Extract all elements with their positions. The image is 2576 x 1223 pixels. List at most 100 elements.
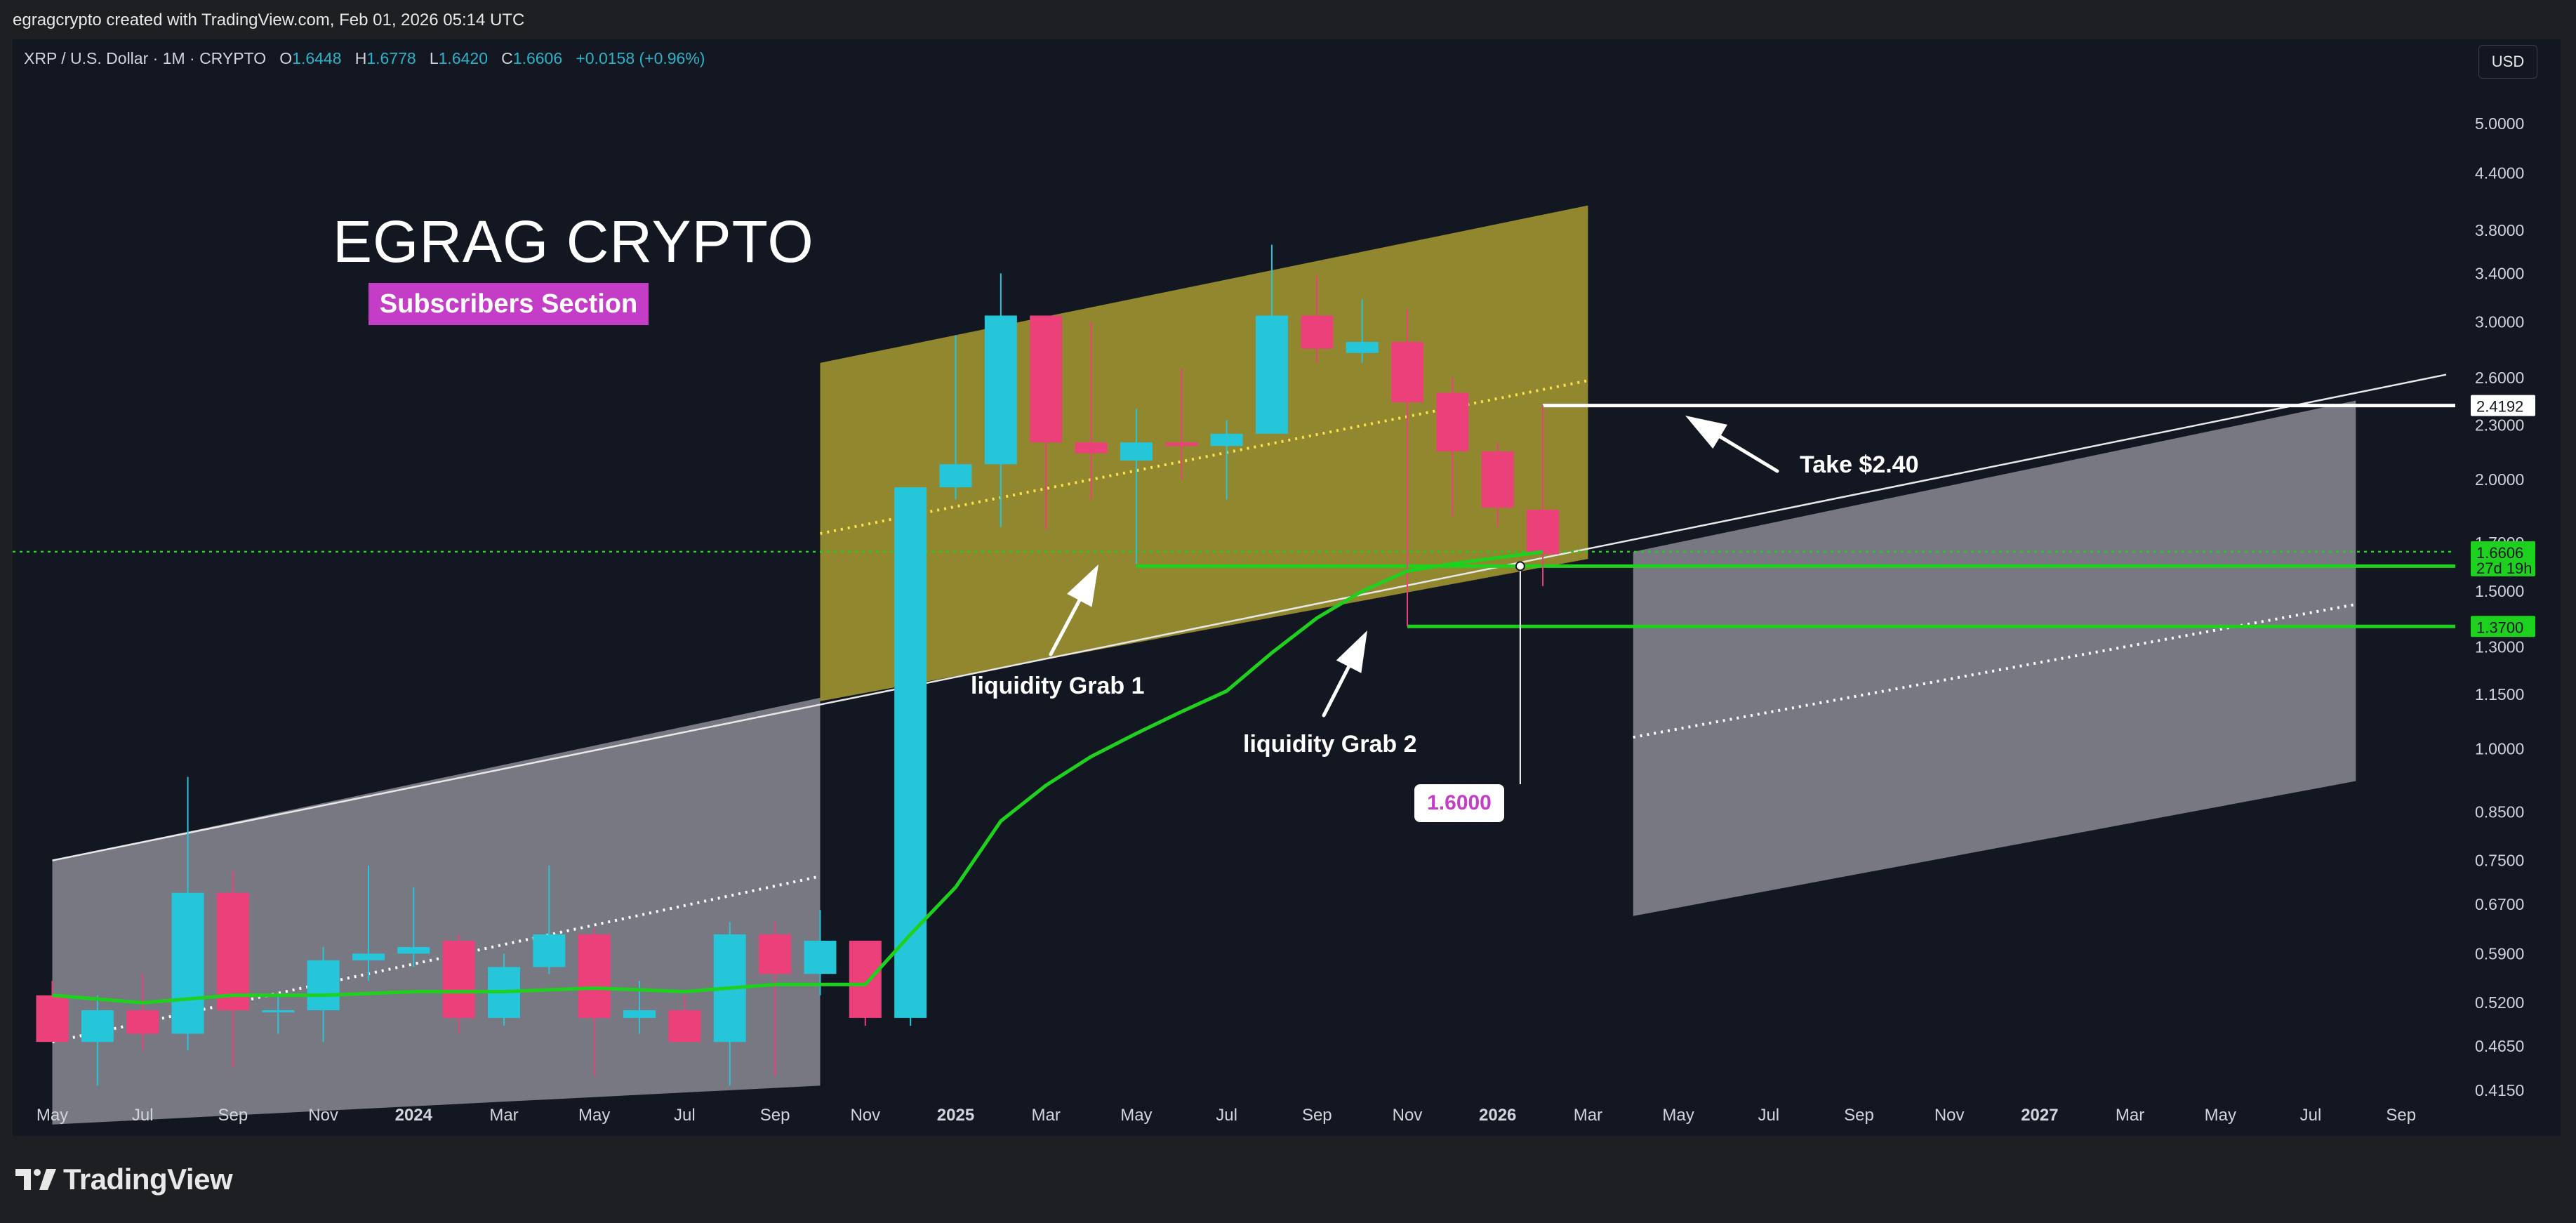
candle-body bbox=[1075, 442, 1108, 454]
time-axis-label: Sep bbox=[2386, 1106, 2416, 1125]
price-axis-label: 1.0000 bbox=[2475, 739, 2524, 758]
time-axis-label: Jul bbox=[2300, 1106, 2322, 1125]
time-axis-label: Jul bbox=[1216, 1106, 1237, 1125]
candle-body bbox=[1301, 315, 1334, 349]
time-axis-label: Nov bbox=[1934, 1106, 1965, 1125]
time-axis-label: Sep bbox=[760, 1106, 790, 1125]
time-axis-label: May bbox=[578, 1106, 610, 1125]
marker-value-label: 1.6000 bbox=[1414, 784, 1504, 822]
high-value: 1.6778 bbox=[366, 49, 416, 67]
moving-average-line bbox=[52, 550, 1543, 1005]
time-axis-label: Mar bbox=[1032, 1106, 1061, 1125]
close-value: 1.6606 bbox=[512, 49, 563, 67]
candle-body bbox=[1255, 315, 1288, 434]
grab-1-arrow-shaft bbox=[1049, 598, 1082, 656]
price-axis-label: 0.5900 bbox=[2475, 944, 2524, 963]
price-axis-label: 4.4000 bbox=[2475, 164, 2524, 183]
current-price-tag-text: 27d 19h bbox=[2476, 560, 2532, 577]
grab-2-arrow-shaft bbox=[1322, 665, 1351, 718]
grab-2-tag-bg bbox=[2471, 616, 2535, 637]
candle-body bbox=[1030, 315, 1063, 443]
change-value: +0.0158 (+0.96%) bbox=[576, 49, 705, 67]
open-label: O bbox=[279, 49, 293, 67]
subscribers-badge: Subscribers Section bbox=[369, 283, 649, 325]
symbol-legend: XRP / U.S. Dollar · 1M · CRYPTO O1.6448 … bbox=[24, 49, 705, 68]
candle-body bbox=[804, 940, 837, 974]
candle-body bbox=[36, 995, 69, 1043]
time-axis-label: Nov bbox=[308, 1106, 338, 1125]
time-axis-label: May bbox=[2205, 1106, 2236, 1125]
time-axis-label: Jul bbox=[132, 1106, 154, 1125]
candle-body bbox=[939, 464, 972, 488]
time-axis-label: Sep bbox=[1302, 1106, 1332, 1125]
time-axis-label: Mar bbox=[2116, 1106, 2144, 1125]
tradingview-logo[interactable]: TradingView bbox=[15, 1163, 233, 1196]
price-axis-label: 0.5200 bbox=[2475, 993, 2524, 1012]
price-axis-label: 1.3000 bbox=[2475, 637, 2524, 656]
price-axis-label: 0.8500 bbox=[2475, 802, 2524, 821]
future-projection-band bbox=[1633, 400, 2356, 916]
grab-2-arrow-head bbox=[1336, 630, 1367, 673]
symbol-name: XRP / U.S. Dollar · 1M · CRYPTO bbox=[24, 49, 267, 67]
open-value: 1.6448 bbox=[292, 49, 342, 67]
price-axis-label: 2.0000 bbox=[2475, 470, 2524, 489]
time-axis-label: May bbox=[36, 1106, 68, 1125]
upper-trendline bbox=[52, 373, 2447, 861]
tradingview-logo-text: TradingView bbox=[63, 1163, 233, 1196]
candle-body bbox=[759, 934, 792, 974]
candle-body bbox=[1481, 451, 1514, 508]
liquidity-grab-2-label: liquidity Grab 2 bbox=[1243, 731, 1417, 758]
chart-area[interactable]: 5.0000 4.4000 3.8000 3.4000 3.0000 2.6000 2.30… bbox=[13, 39, 2561, 1136]
time-axis-label: Nov bbox=[1393, 1106, 1423, 1125]
overlay-title: EGRAG CRYPTO bbox=[333, 209, 814, 275]
low-label: L bbox=[429, 49, 439, 67]
price-axis-label: 0.4650 bbox=[2475, 1037, 2524, 1055]
candle-body bbox=[216, 892, 249, 1010]
candle-body bbox=[397, 947, 430, 954]
liquidity-grab-1-label: liquidity Grab 1 bbox=[971, 673, 1145, 699]
time-axis-label: Sep bbox=[1844, 1106, 1874, 1125]
take-profit-tag-text: 2.4192 bbox=[2476, 398, 2523, 416]
candle-body bbox=[171, 892, 204, 1034]
price-axis-label: 5.0000 bbox=[2475, 114, 2524, 133]
low-value: 1.6420 bbox=[438, 49, 488, 67]
candle-body bbox=[578, 934, 611, 1018]
candle-body bbox=[81, 1010, 114, 1043]
candle-body bbox=[1527, 510, 1560, 555]
price-axis-label: 0.6700 bbox=[2475, 895, 2524, 913]
time-axis-label: May bbox=[1120, 1106, 1152, 1125]
candle-body bbox=[1165, 442, 1198, 447]
candle-body bbox=[668, 1010, 701, 1043]
take-profit-arrow-head bbox=[1685, 416, 1727, 449]
marker-point bbox=[1515, 561, 1525, 571]
time-axis-label: 2024 bbox=[395, 1106, 433, 1125]
candle-body bbox=[352, 953, 385, 960]
attribution-bar: egragcrypto created with TradingView.com… bbox=[0, 0, 2576, 39]
candle-body bbox=[442, 940, 475, 1018]
take-profit-tag-bg bbox=[2471, 395, 2535, 416]
current-price-tag-text: 1.6606 bbox=[2476, 544, 2523, 562]
current-price-tag-bg bbox=[2471, 541, 2535, 576]
price-axis-label: 2.3000 bbox=[2475, 416, 2524, 435]
candle-body bbox=[262, 1010, 295, 1012]
time-axis-label: 2025 bbox=[937, 1106, 974, 1125]
past-projection-band-midline bbox=[52, 875, 821, 1044]
candle-body bbox=[894, 487, 927, 1018]
candle-body bbox=[623, 1010, 656, 1018]
candle-body bbox=[1346, 341, 1379, 353]
candle-body bbox=[126, 1010, 159, 1034]
candle-body bbox=[307, 960, 340, 1010]
candle-body bbox=[1436, 392, 1469, 451]
price-axis-label: 2.6000 bbox=[2475, 369, 2524, 387]
candle-body bbox=[1120, 442, 1153, 461]
price-axis-label: 0.4150 bbox=[2475, 1081, 2524, 1099]
candle-body bbox=[1391, 341, 1423, 402]
price-chart[interactable]: 5.0000 4.4000 3.8000 3.4000 3.0000 2.6000 2.30… bbox=[13, 39, 2561, 1136]
time-axis-label: 2026 bbox=[1479, 1106, 1516, 1125]
past-projection-band bbox=[52, 697, 821, 1125]
price-axis-label: 1.1500 bbox=[2475, 685, 2524, 703]
price-axis-label: 3.0000 bbox=[2475, 313, 2524, 331]
time-axis-label: Jul bbox=[1758, 1106, 1779, 1125]
candle-body bbox=[533, 934, 566, 967]
currency-button[interactable]: USD bbox=[2478, 45, 2537, 79]
